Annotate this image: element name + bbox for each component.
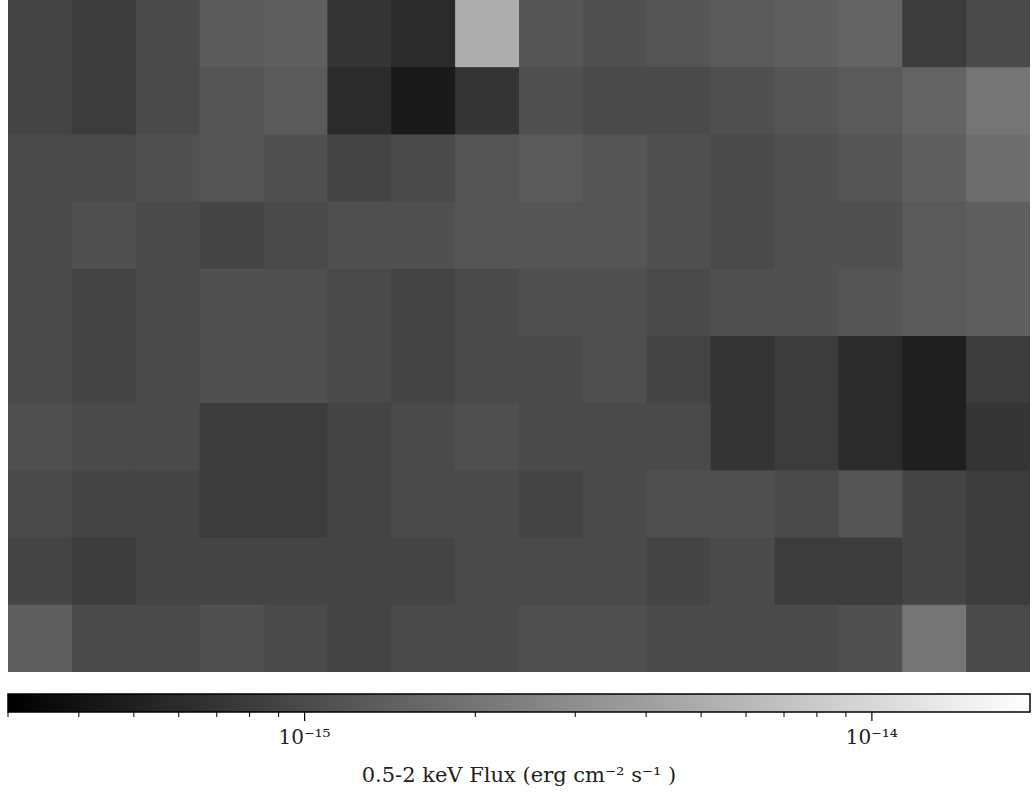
svg-text:10⁻¹⁴: 10⁻¹⁴ xyxy=(846,725,898,749)
svg-text:0.5-2 keV Flux (erg cm⁻² s⁻¹ ): 0.5-2 keV Flux (erg cm⁻² s⁻¹ ) xyxy=(362,763,677,787)
svg-text:10⁻¹⁵: 10⁻¹⁵ xyxy=(279,725,331,749)
